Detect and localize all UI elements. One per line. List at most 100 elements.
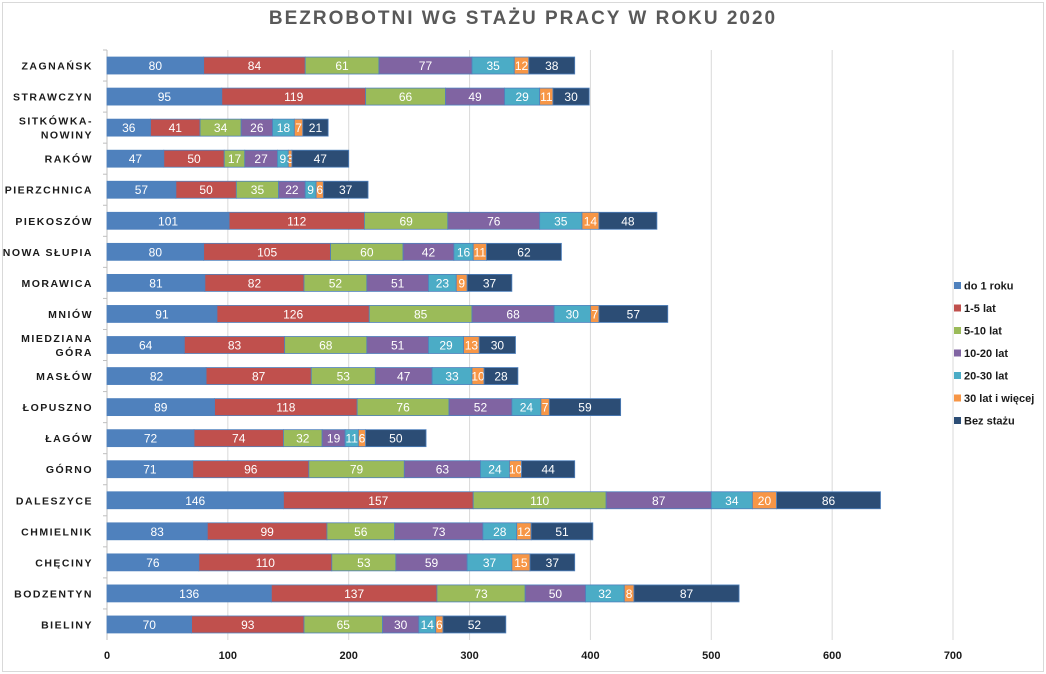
data-label: 17 [228,152,242,166]
bar-segment [552,87,590,106]
data-label: 35 [486,59,500,73]
data-label: 38 [545,59,559,73]
data-label: 64 [139,339,153,353]
data-label: 80 [149,59,163,73]
data-label: 76 [396,401,410,415]
data-label: 9 [458,276,465,290]
data-label: 18 [277,121,291,135]
data-label: 110 [530,494,549,508]
data-label: 30 [564,90,578,104]
category-label: SITKÓWKA- [19,115,93,128]
category-label: PIERZCHNICA [5,185,93,197]
category-label: CHĘCINY [35,557,93,569]
data-label: 79 [350,463,364,477]
x-tick-label: 600 [823,650,841,662]
data-label: 74 [232,432,246,446]
data-label: 126 [283,307,303,321]
data-label: 47 [397,370,411,384]
data-label: 10 [509,463,523,477]
data-label: 50 [199,183,213,197]
data-label: 35 [251,183,265,197]
data-label: 51 [391,276,405,290]
data-label: 26 [250,121,264,135]
category-label: NOWINY [41,130,93,142]
data-label: 47 [129,152,143,166]
data-label: 29 [439,339,453,353]
category-label: ŁOPUSZNO [23,402,93,414]
x-tick-label: 300 [460,650,478,662]
legend-swatch [954,327,961,334]
data-label: 34 [725,494,739,508]
data-label: 146 [185,494,205,508]
data-label: 11 [540,90,553,104]
data-label: 57 [627,307,641,321]
data-label: 71 [143,463,157,477]
data-label: 83 [150,525,164,539]
category-label: RAKÓW [45,153,93,166]
data-label: 112 [287,214,306,228]
data-label: 66 [399,90,413,104]
data-label: 14 [421,618,435,632]
data-label: 23 [436,276,450,290]
legend-label: do 1 roku [964,281,1014,293]
data-label: 16 [457,245,471,259]
data-label: 6 [316,183,323,197]
category-label: ZAGNAŃSK [22,60,94,73]
data-label: 105 [257,245,277,259]
data-label: 52 [329,276,343,290]
data-label: 30 [491,339,505,353]
data-label: 27 [254,152,268,166]
data-label: 30 [566,307,580,321]
category-label: BODZENTYN [14,588,93,600]
data-label: 48 [621,214,635,228]
legend-swatch [954,282,961,289]
data-label: 81 [149,276,163,290]
data-label: 84 [248,59,262,73]
data-label: 37 [483,556,497,570]
data-label: 87 [652,494,666,508]
data-label: 87 [680,587,694,601]
data-label: 73 [474,587,488,601]
legend-label: 20-30 lat [964,371,1008,383]
data-label: 37 [339,183,353,197]
data-label: 11 [474,245,487,259]
data-label: 91 [155,307,169,321]
bar-segment [486,242,562,261]
category-label: DALESZYCE [16,495,93,507]
data-label: 11 [346,432,359,446]
data-label: 87 [252,370,266,384]
legend-swatch [954,349,961,357]
data-label: 12 [517,525,531,539]
data-label: 85 [414,307,428,321]
data-label: 37 [483,276,497,290]
category-label: PIEKOSZÓW [15,215,93,228]
data-label: 63 [436,463,450,477]
data-label: 86 [822,494,836,508]
data-label: 52 [474,401,488,415]
bar-segment [528,56,576,75]
data-label: 24 [488,463,502,477]
data-label: 9 [307,183,314,197]
data-label: 68 [506,307,520,321]
bar-segment [478,336,516,354]
data-label: 59 [578,401,592,415]
data-label: 22 [285,183,299,197]
data-label: 15 [514,556,528,570]
data-label: 10 [471,370,485,384]
data-label: 99 [260,525,274,539]
data-label: 96 [244,463,258,477]
data-label: 24 [520,401,534,415]
data-label: 7 [591,307,598,321]
data-label: 42 [422,245,436,259]
category-label: MORAWICA [22,278,94,290]
bar-segment [466,273,513,292]
data-label: 59 [425,556,439,570]
data-label: 61 [335,59,349,73]
data-label: 32 [296,432,310,446]
data-label: 7 [542,401,549,415]
data-label: 14 [584,214,598,228]
data-label: 118 [276,401,295,415]
category-label: NOWA SŁUPIA [3,247,93,259]
category-label: MNIÓW [48,308,93,321]
data-label: 110 [256,556,275,570]
